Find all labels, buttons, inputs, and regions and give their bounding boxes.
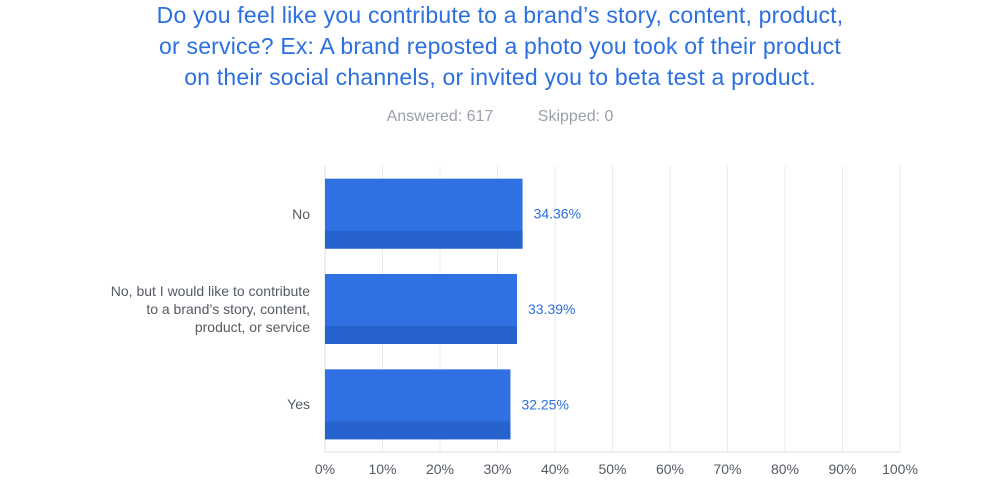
x-tick-label: 0% [315,461,335,477]
category-label-line: product, or service [194,319,310,335]
x-tick-label: 80% [771,461,799,477]
x-tick-label: 30% [483,461,511,477]
x-tick-label: 50% [598,461,626,477]
x-tick-label: 20% [426,461,454,477]
category-label: Yes [100,395,310,413]
bar-value-label: 34.36% [534,206,581,222]
question-title-line: on their social channels, or invited you… [184,64,816,90]
response-stats: Answered: 617 Skipped: 0 [0,108,1000,126]
category-label: No, but I would like to contribute to a b… [100,282,310,336]
category-label-line: Yes [287,396,310,413]
x-tick-label: 90% [828,461,856,477]
bar-shade [325,230,523,249]
bar-shade [325,326,517,344]
question-title-line: or service? Ex: A brand reposted a photo… [159,33,841,59]
x-tick-label: 10% [368,461,396,477]
category-label: No [100,205,310,223]
x-tick-label: 40% [541,461,569,477]
bar-shade [325,421,511,440]
bar-value-label: 32.25% [521,396,568,412]
answered-count: Answered: 617 [386,108,494,125]
category-label-line: to a brand’s story, content, [146,301,310,317]
x-tick-label: 60% [656,461,684,477]
bar-value-label: 33.39% [528,301,575,317]
x-tick-label: 70% [713,461,741,477]
question-title: Do you feel like you contribute to a bra… [100,0,900,93]
skipped-count: Skipped: 0 [537,108,614,125]
x-tick-label: 100% [882,461,918,477]
category-label-line: No, but I would like to contribute [110,283,310,299]
question-title-line: Do you feel like you contribute to a bra… [156,2,844,28]
category-label-line: No [292,205,310,222]
